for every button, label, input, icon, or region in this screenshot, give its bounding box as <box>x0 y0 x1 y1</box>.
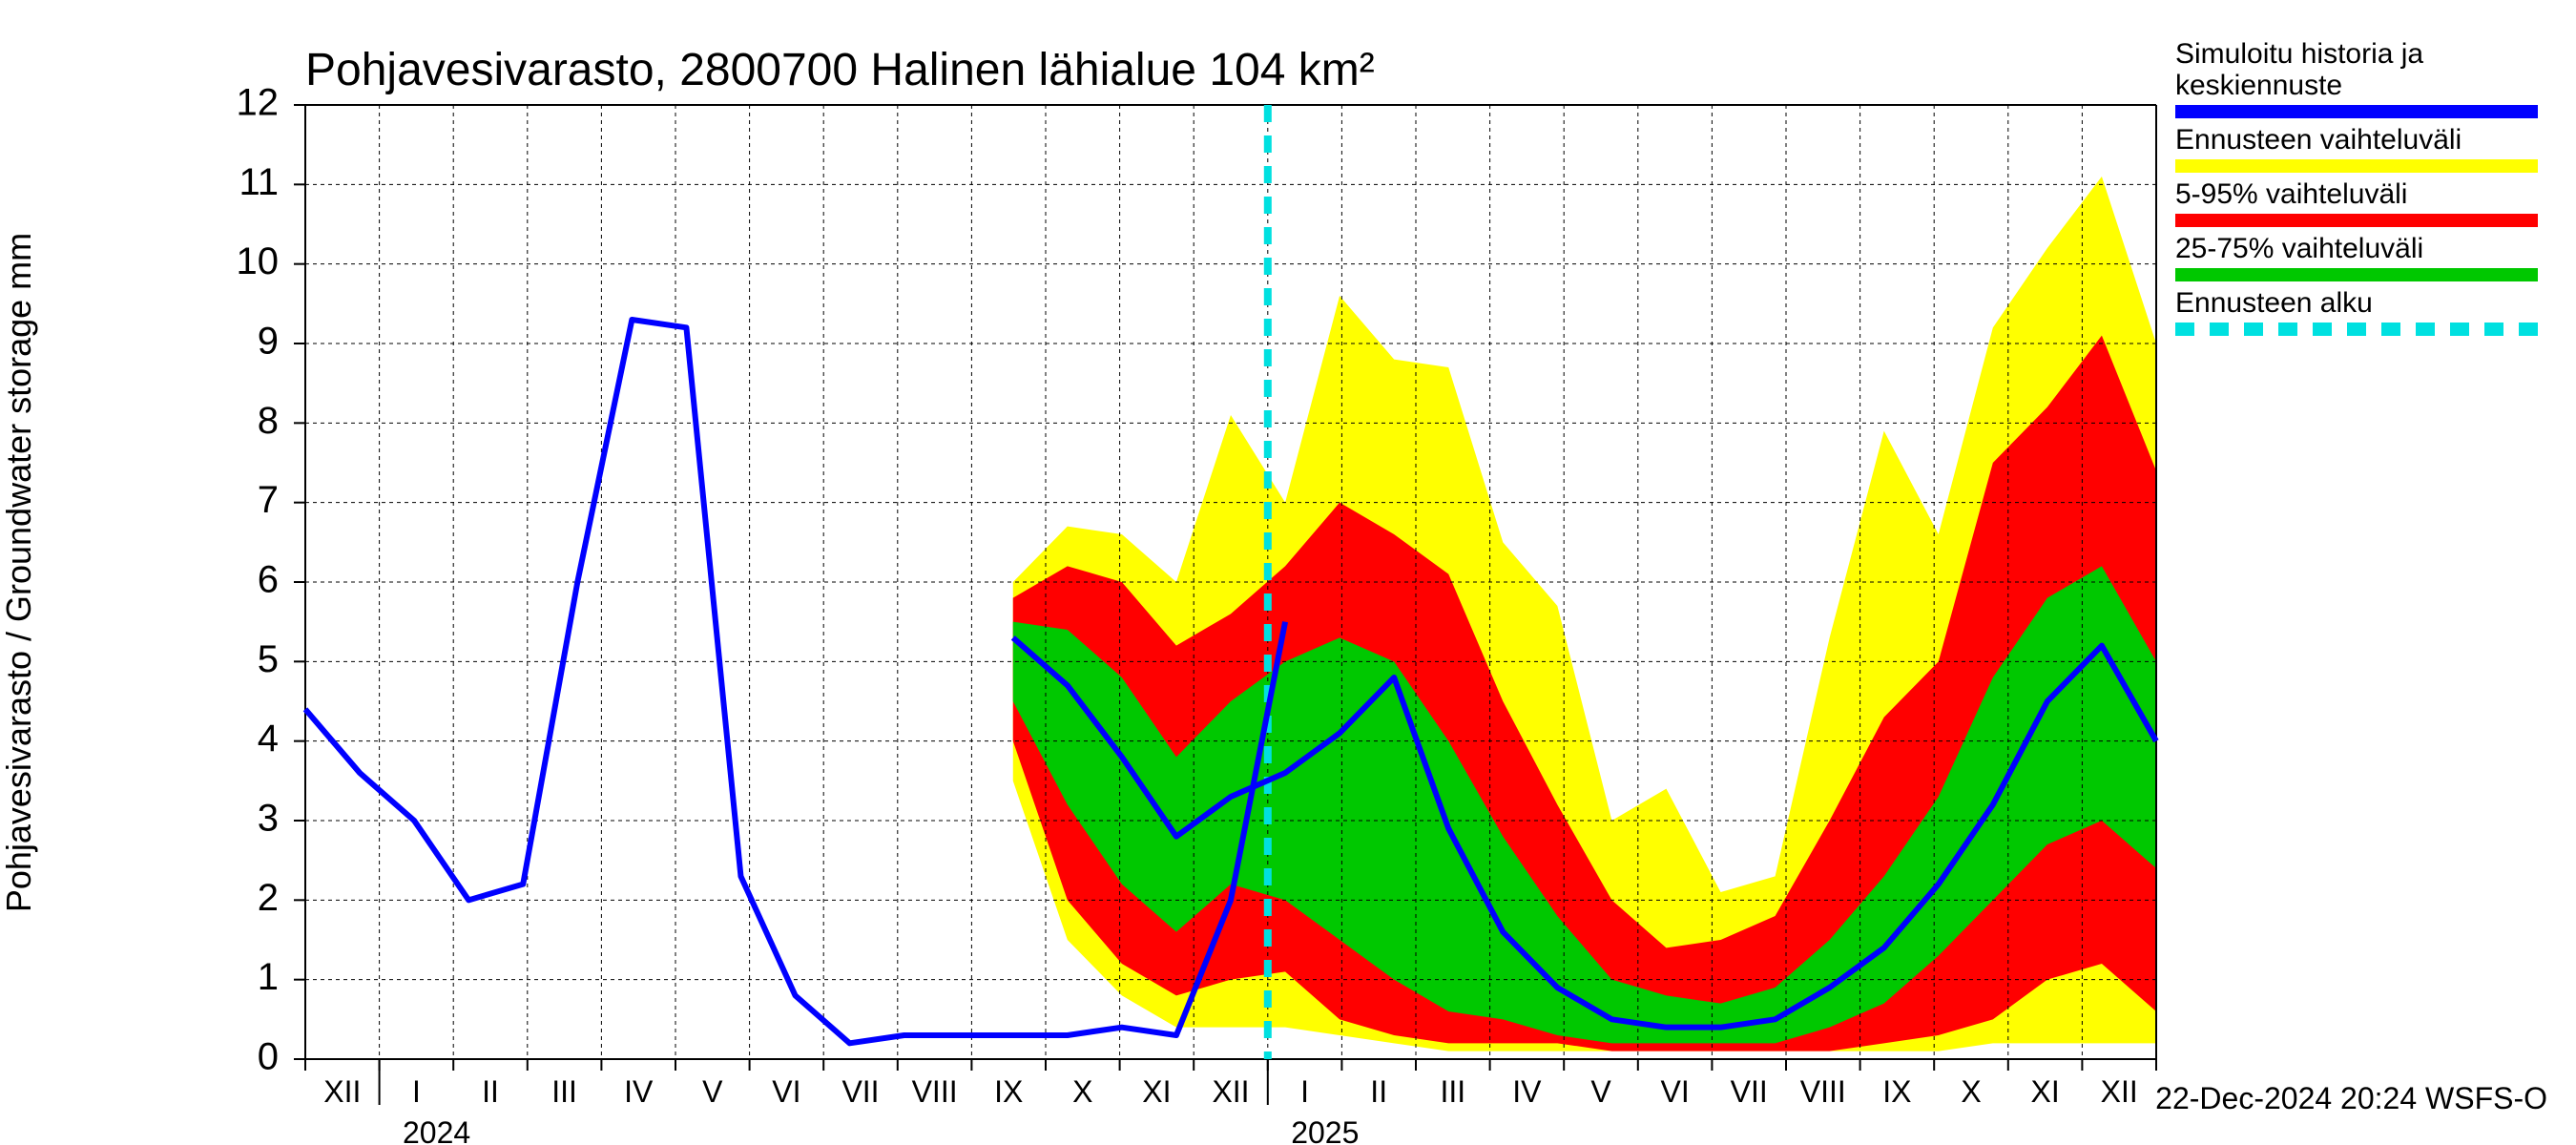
svg-text:10: 10 <box>237 240 280 282</box>
svg-text:12: 12 <box>237 82 280 124</box>
svg-text:IV: IV <box>624 1074 654 1109</box>
svg-text:1: 1 <box>258 956 279 998</box>
svg-text:IX: IX <box>1882 1074 1911 1109</box>
svg-text:VIII: VIII <box>1800 1074 1846 1109</box>
svg-text:2024: 2024 <box>403 1115 470 1145</box>
chart-plot: 0123456789101112XIIIIIIIIIVVVIVIIVIIIIXX… <box>0 0 2576 1145</box>
svg-text:2025: 2025 <box>1291 1115 1359 1145</box>
svg-text:VI: VI <box>772 1074 800 1109</box>
svg-text:XII: XII <box>1212 1074 1249 1109</box>
svg-text:2: 2 <box>258 877 279 919</box>
svg-text:I: I <box>1300 1074 1309 1109</box>
svg-text:9: 9 <box>258 321 279 363</box>
svg-text:8: 8 <box>258 400 279 442</box>
svg-text:X: X <box>1072 1074 1092 1109</box>
svg-text:11: 11 <box>239 161 279 203</box>
svg-text:XI: XI <box>1142 1074 1171 1109</box>
svg-text:XII: XII <box>2101 1074 2138 1109</box>
svg-text:IX: IX <box>994 1074 1023 1109</box>
svg-text:III: III <box>1440 1074 1465 1109</box>
svg-text:II: II <box>1370 1074 1387 1109</box>
svg-text:X: X <box>1961 1074 1981 1109</box>
svg-text:3: 3 <box>258 798 279 840</box>
svg-text:VI: VI <box>1660 1074 1689 1109</box>
svg-text:0: 0 <box>258 1036 279 1078</box>
svg-text:7: 7 <box>258 479 279 521</box>
svg-text:6: 6 <box>258 559 279 601</box>
svg-text:VII: VII <box>1731 1074 1768 1109</box>
svg-text:II: II <box>482 1074 499 1109</box>
svg-text:III: III <box>551 1074 577 1109</box>
svg-text:4: 4 <box>258 718 279 760</box>
svg-text:XI: XI <box>2030 1074 2059 1109</box>
svg-text:V: V <box>702 1074 723 1109</box>
svg-text:I: I <box>412 1074 421 1109</box>
svg-text:IV: IV <box>1512 1074 1542 1109</box>
svg-text:VIII: VIII <box>912 1074 958 1109</box>
svg-text:XII: XII <box>323 1074 361 1109</box>
svg-text:V: V <box>1590 1074 1611 1109</box>
svg-text:VII: VII <box>841 1074 879 1109</box>
svg-text:5: 5 <box>258 638 279 680</box>
